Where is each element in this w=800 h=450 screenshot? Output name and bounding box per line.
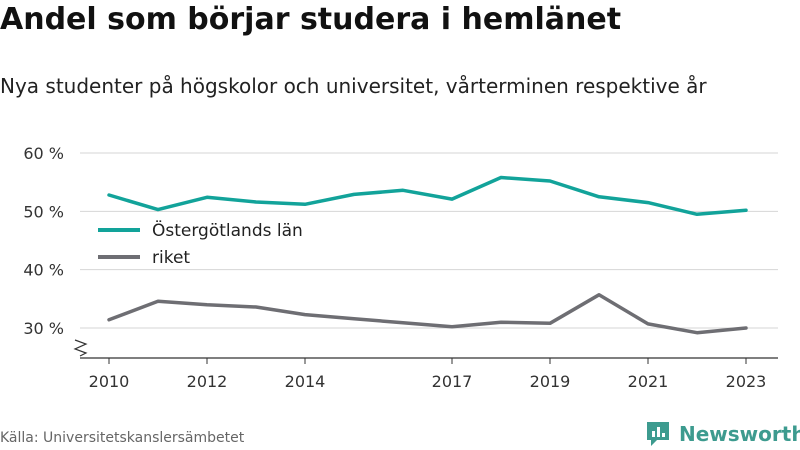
chart-subtitle: Nya studenter på högskolor och universit… — [0, 74, 707, 98]
data-point-0-5 — [353, 193, 356, 196]
x-tick-label-2012: 2012 — [187, 372, 228, 391]
legend-label-0: Östergötlands län — [152, 219, 303, 241]
data-point-1-11 — [647, 322, 650, 325]
data-point-0-4 — [304, 203, 307, 206]
data-point-0-2 — [206, 196, 209, 199]
data-point-0-10 — [598, 195, 601, 198]
axis-break-icon — [73, 339, 88, 357]
y-tick-label-50: 50 % — [23, 202, 64, 221]
x-tick-label-2010: 2010 — [89, 372, 130, 391]
data-point-0-7 — [451, 198, 454, 201]
x-tick-label-2021: 2021 — [628, 372, 669, 391]
data-point-0-1 — [157, 208, 160, 211]
data-point-1-2 — [206, 303, 209, 306]
data-point-0-12 — [696, 213, 699, 216]
legend-label-1: riket — [152, 248, 190, 268]
data-point-1-8 — [500, 321, 503, 324]
series-line-1 — [107, 293, 748, 335]
x-tick-label-2017: 2017 — [432, 372, 473, 391]
series-line-0 — [107, 175, 748, 217]
legend-box — [86, 213, 318, 269]
data-point-1-1 — [157, 300, 160, 303]
chart-title: Andel som börjar studera i hemlänet — [0, 2, 622, 37]
data-point-0-6 — [402, 189, 405, 192]
data-point-0-13 — [745, 209, 748, 212]
brand-name: Newsworthy — [679, 422, 800, 446]
x-tick-label-2014: 2014 — [285, 372, 326, 391]
x-tick-label-2019: 2019 — [530, 372, 571, 391]
y-tick-label-30: 30 % — [23, 319, 64, 338]
x-tick-label-2023: 2023 — [726, 372, 767, 391]
data-point-1-10 — [598, 293, 601, 296]
data-point-0-8 — [500, 176, 503, 179]
y-tick-label-40: 40 % — [23, 261, 64, 280]
data-point-1-12 — [696, 331, 699, 334]
brand-logo: Newsworthy — [645, 420, 800, 448]
data-point-1-3 — [255, 306, 258, 309]
data-point-1-13 — [745, 327, 748, 330]
data-point-1-0 — [108, 318, 111, 321]
data-point-1-6 — [402, 321, 405, 324]
data-point-0-9 — [549, 180, 552, 183]
data-point-1-4 — [304, 313, 307, 316]
data-point-1-7 — [451, 325, 454, 328]
data-point-0-0 — [108, 194, 111, 197]
data-point-1-5 — [353, 317, 356, 320]
data-point-1-9 — [549, 322, 552, 325]
data-point-0-11 — [647, 201, 650, 204]
newsworthy-logo-icon — [647, 422, 669, 446]
y-tick-label-60: 60 % — [23, 144, 64, 163]
data-point-0-3 — [255, 201, 258, 204]
source-note: Källa: Universitetskanslersämbetet — [0, 430, 245, 446]
